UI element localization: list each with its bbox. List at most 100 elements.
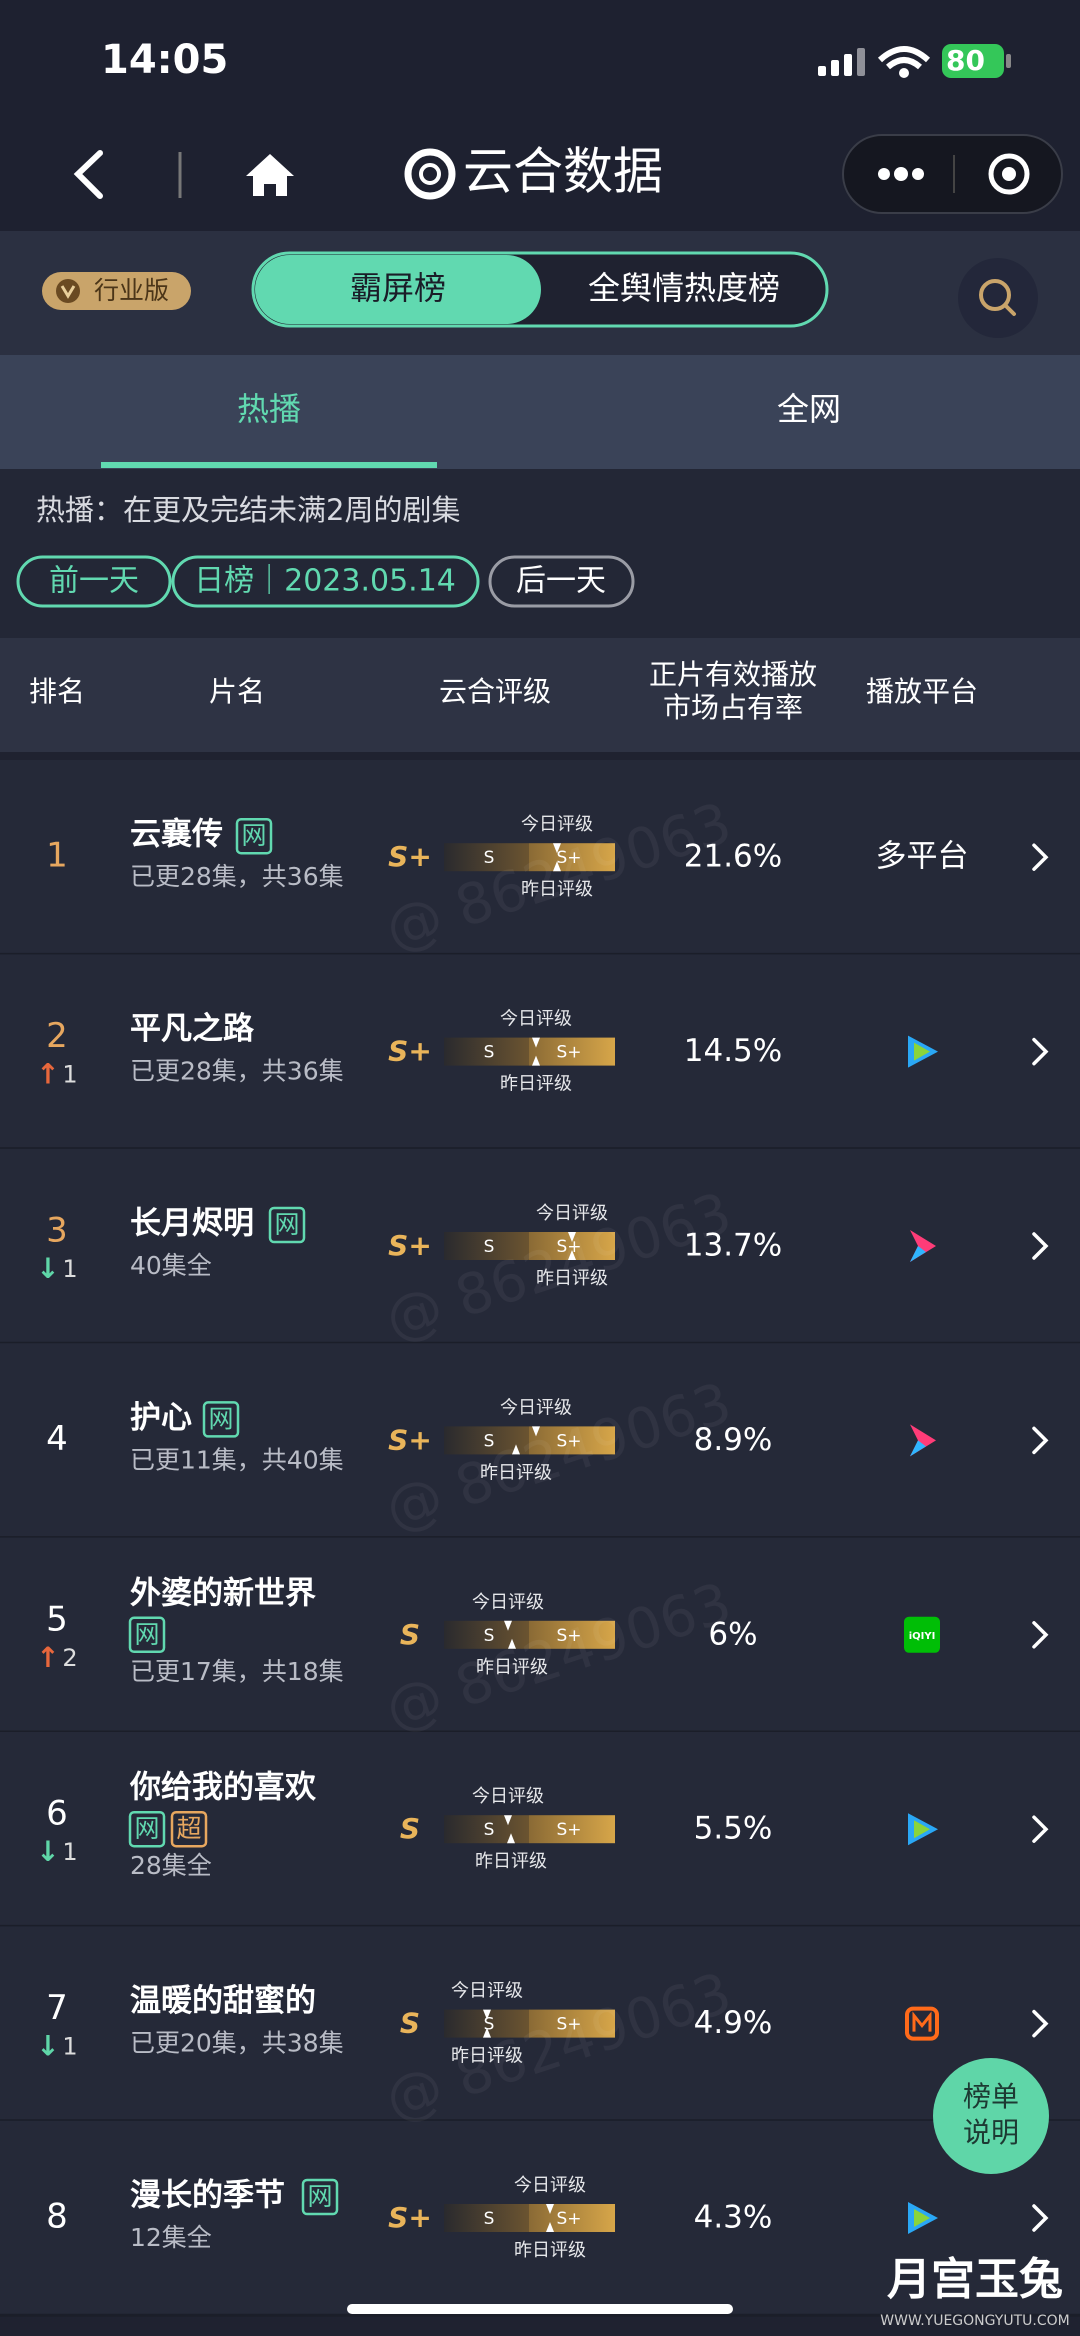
date-button[interactable] bbox=[16, 555, 172, 608]
logo-url: WWW.YUEGONGYUTU.COM bbox=[880, 2313, 1069, 2329]
platform: 多平台 bbox=[876, 839, 969, 875]
battery-tip bbox=[1006, 54, 1011, 68]
rank: 2 bbox=[46, 1016, 68, 1056]
tag: 网 bbox=[134, 1620, 159, 1649]
rating: S+ bbox=[388, 840, 432, 873]
today-label: 今日评级 bbox=[500, 1397, 572, 1418]
more-button[interactable] bbox=[878, 167, 924, 181]
today-marker bbox=[568, 1232, 576, 1242]
episodes: 12集全 bbox=[130, 2223, 212, 2252]
search-button[interactable] bbox=[958, 258, 1038, 338]
yesterday-marker bbox=[507, 1833, 515, 1844]
home-button[interactable] bbox=[246, 154, 294, 196]
tag-box bbox=[268, 1206, 306, 1244]
drama-title: 外婆的新世界 bbox=[130, 1575, 316, 1611]
rating-bar-label: S+ bbox=[556, 1820, 581, 1840]
float-button-text: 说明 bbox=[963, 2116, 1019, 2149]
close-button[interactable] bbox=[988, 153, 1030, 195]
date-current: 日榜｜2023.05.14 bbox=[194, 564, 456, 599]
drama-title: 温暖的甜蜜的 bbox=[130, 1983, 316, 2019]
drama-title: 云襄传 bbox=[130, 817, 223, 853]
yesterday-marker bbox=[512, 1444, 520, 1455]
rank-trend: ↑ bbox=[36, 1641, 59, 1674]
badge-check bbox=[60, 285, 76, 299]
sub-tab[interactable]: 热播 bbox=[237, 390, 301, 428]
rank-change: 1 bbox=[62, 1255, 77, 1283]
rank-change: 1 bbox=[62, 2033, 77, 2061]
rating-bar-left bbox=[444, 1815, 529, 1844]
tag: 网 bbox=[241, 821, 266, 850]
platform-icon bbox=[905, 2006, 939, 2041]
rating-bar-label: S bbox=[484, 2209, 495, 2229]
back-button[interactable] bbox=[73, 150, 103, 199]
rating: S+ bbox=[388, 2201, 432, 2234]
tag-box bbox=[128, 1616, 166, 1654]
logo-name: 月宫玉兔 bbox=[887, 2254, 1063, 2305]
sub-tab[interactable]: 全网 bbox=[777, 390, 841, 428]
rating: S bbox=[400, 2007, 420, 2040]
rating: S+ bbox=[388, 1035, 432, 1068]
episodes: 已更17集，共18集 bbox=[130, 1657, 344, 1686]
column-header: 播放平台 bbox=[866, 675, 978, 708]
share: 6% bbox=[708, 1616, 757, 1652]
rank-change: 2 bbox=[62, 1644, 77, 1672]
rating-bar-right bbox=[529, 1815, 615, 1844]
yesterday-marker bbox=[508, 1638, 516, 1649]
drama-title: 护心 bbox=[130, 1400, 192, 1436]
rating-bar-label: S+ bbox=[556, 2209, 581, 2229]
tab[interactable]: 全舆情热度榜 bbox=[588, 269, 780, 307]
rating-bar-right bbox=[529, 1037, 615, 1066]
drama-title: 漫长的季节 bbox=[130, 2178, 285, 2214]
episodes: 已更28集，共36集 bbox=[130, 862, 344, 891]
column-header: 市场占有率 bbox=[663, 691, 803, 724]
yesterday-marker bbox=[568, 1250, 576, 1260]
rating-bar-label: S bbox=[484, 1626, 495, 1646]
tab[interactable]: 霸屏榜 bbox=[350, 269, 446, 307]
today-label: 今日评级 bbox=[500, 1009, 572, 1030]
platform-icon-inner bbox=[914, 2209, 930, 2227]
badge-icon bbox=[56, 279, 80, 303]
yesterday-label: 昨日评级 bbox=[476, 1657, 548, 1678]
chevron bbox=[1032, 2009, 1049, 2038]
rank: 7 bbox=[46, 1988, 68, 2028]
rank-trend: ↑ bbox=[36, 1058, 59, 1091]
rating-bar-left bbox=[444, 843, 529, 872]
chevron bbox=[1032, 1621, 1049, 1649]
episodes: 28集全 bbox=[130, 1851, 212, 1880]
today-marker bbox=[546, 2204, 554, 2214]
float-button[interactable] bbox=[933, 2058, 1049, 2174]
rank-trend: ↓ bbox=[36, 1252, 59, 1285]
drama-title: 长月烬明 bbox=[130, 1206, 254, 1242]
chevron bbox=[1032, 2204, 1049, 2232]
nav-title: 云合数据 bbox=[463, 143, 663, 201]
badge bbox=[42, 272, 191, 310]
tag-box bbox=[202, 1401, 240, 1438]
platform-icon-inner bbox=[914, 1042, 930, 1061]
chevron bbox=[1032, 1815, 1049, 1843]
status-time: 14:05 bbox=[101, 37, 228, 83]
today-marker bbox=[532, 1037, 540, 1048]
battery-level: 80 bbox=[946, 44, 985, 77]
rating-bar-right bbox=[529, 2204, 615, 2232]
wifi-dot bbox=[899, 68, 909, 78]
today-marker bbox=[504, 1815, 512, 1826]
episodes: 40集全 bbox=[130, 1251, 212, 1280]
rating-bar-label: S+ bbox=[556, 1431, 581, 1451]
rating-bar-label: S+ bbox=[556, 848, 581, 868]
tag-box bbox=[170, 1810, 208, 1848]
date-prev: 前一天 bbox=[49, 564, 139, 599]
yesterday-label: 昨日评级 bbox=[514, 2240, 586, 2261]
date-button[interactable] bbox=[171, 555, 480, 608]
today-marker bbox=[553, 843, 561, 854]
today-marker bbox=[483, 2009, 491, 2020]
date-button[interactable] bbox=[488, 555, 635, 608]
